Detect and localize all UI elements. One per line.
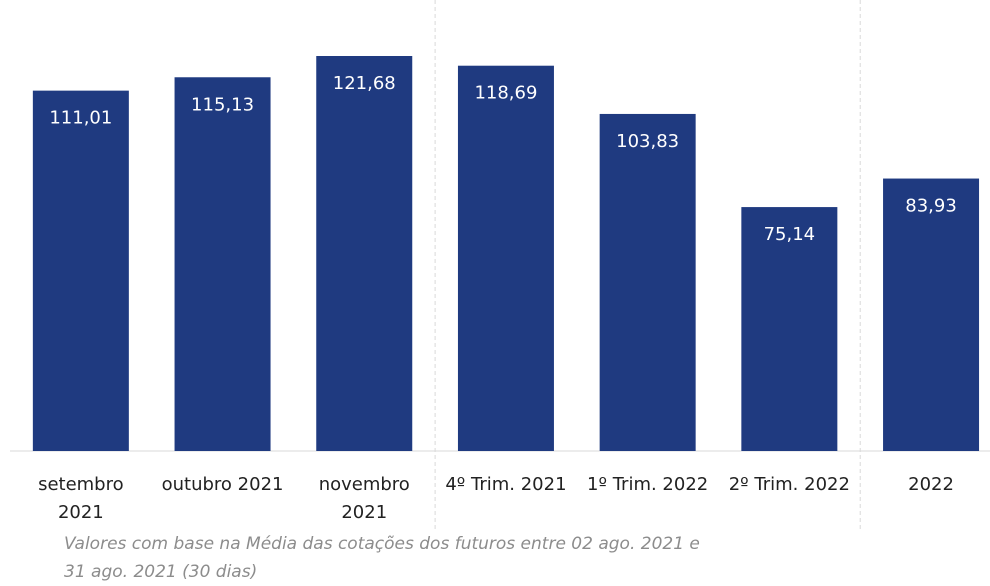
category-label-line: 1º Trim. 2022 — [587, 474, 708, 495]
bar — [457, 65, 554, 451]
category-label: novembro 2021 — [319, 474, 410, 523]
bar — [741, 207, 838, 451]
category-label: outubro 2021 — [162, 474, 284, 495]
category-label-line: 2º Trim. 2022 — [729, 474, 850, 495]
category-label-line: 2022 — [908, 474, 954, 495]
bar-value-label: 83,93 — [905, 196, 957, 217]
bar — [599, 113, 696, 452]
bar — [316, 56, 413, 451]
category-label: 2022 — [908, 474, 954, 495]
category-label-line: 2021 — [58, 502, 104, 523]
bar-value-label: 75,14 — [764, 224, 816, 245]
bar — [174, 77, 271, 451]
bar — [32, 90, 129, 452]
bar-value-label: 103,83 — [616, 131, 679, 152]
bar-value-label: 118,69 — [474, 83, 537, 104]
category-label-line: outubro 2021 — [162, 474, 284, 495]
chart-footnote: Valores com base na Média das cotações d… — [64, 534, 700, 582]
bar-value-label: 111,01 — [49, 108, 112, 129]
category-label: 2º Trim. 2022 — [729, 474, 850, 495]
category-label-line: novembro — [319, 474, 410, 495]
bar-value-label: 115,13 — [191, 94, 254, 115]
category-label-line: setembro — [38, 474, 124, 495]
bar — [883, 178, 980, 451]
bar-chart: 111,01 setembro 2021 115,13 outubro 2021 121,… — [10, 0, 990, 530]
category-label-line: 2021 — [341, 502, 387, 523]
bar-value-label: 121,68 — [333, 73, 396, 94]
category-label: 4º Trim. 2021 — [445, 474, 566, 495]
category-label-line: 4º Trim. 2021 — [445, 474, 566, 495]
category-label: setembro 2021 — [38, 474, 124, 523]
category-label: 1º Trim. 2022 — [587, 474, 708, 495]
